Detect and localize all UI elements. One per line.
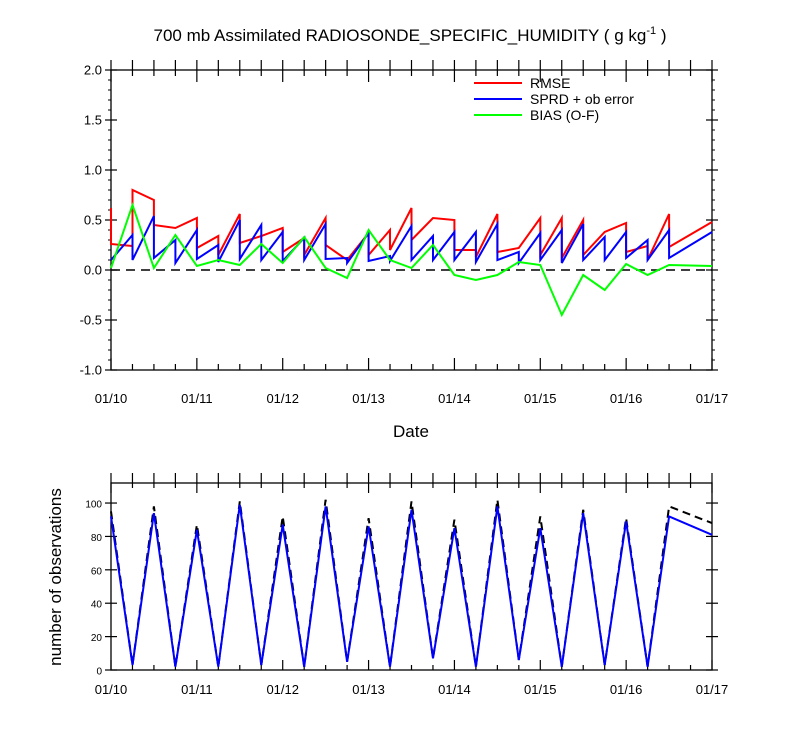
x-tick-label: 01/11 <box>181 682 213 697</box>
x-tick-label: 01/11 <box>181 391 213 406</box>
y-tick-label: 80 <box>91 533 103 544</box>
y-tick-label: 60 <box>91 566 103 577</box>
y-tick-label: 0.0 <box>84 263 102 278</box>
x-tick-label: 01/14 <box>438 682 471 697</box>
x-tick-label: 01/15 <box>524 682 557 697</box>
x-tick-label: 01/10 <box>95 682 128 697</box>
x-tick-label: 01/17 <box>696 682 729 697</box>
legend-label-sprd: SPRD + ob error <box>530 91 634 107</box>
top-chart: 01/10 01/11 01/12 01/13 01/14 01/15 01/16 01/17… <box>80 60 729 406</box>
x-tick-label: 01/13 <box>352 391 385 406</box>
x-tick-label: 01/12 <box>266 682 299 697</box>
legend-label-bias: BIAS (O-F) <box>530 107 599 123</box>
series-line-sprd-ob-error <box>110 215 713 267</box>
y-tick-label: -0.5 <box>80 313 102 328</box>
chart-title: 700 mb Assimilated RADIOSONDE_SPECIFIC_H… <box>154 25 667 45</box>
legend-label-rmse: RMSE <box>530 75 570 91</box>
x-tick-label: 01/17 <box>696 391 729 406</box>
y-tick-label: 0.5 <box>84 213 102 228</box>
series-line-possible-observations <box>110 499 713 667</box>
x-tick-label: 01/12 <box>266 391 299 406</box>
y-tick-label: -1.0 <box>80 363 102 378</box>
x-axis-label: Date <box>393 422 429 441</box>
legend: RMSE SPRD + ob error BIAS (O-F) <box>474 75 634 123</box>
y-tick-label: 0 <box>96 667 102 678</box>
series-line-used-observations <box>110 504 713 667</box>
y-tick-label: 1.5 <box>84 113 102 128</box>
y-tick-label: 2.0 <box>84 63 102 78</box>
y-tick-label: 20 <box>91 633 103 644</box>
y-tick-label: 1.0 <box>84 163 102 178</box>
y-tick-label: 40 <box>91 600 103 611</box>
y-axis-label: number of observations <box>46 488 65 666</box>
x-tick-label: 01/16 <box>610 682 643 697</box>
x-tick-label: 01/15 <box>524 391 557 406</box>
y-tick-label: 100 <box>85 500 102 511</box>
x-tick-label: 01/16 <box>610 391 643 406</box>
x-tick-label: 01/10 <box>95 391 128 406</box>
x-tick-label: 01/14 <box>438 391 471 406</box>
series-line-bias-o-f <box>110 201 713 318</box>
x-tick-label: 01/13 <box>352 682 385 697</box>
bottom-chart: 01/10 01/11 01/12 01/13 01/14 01/15 01/16 01/17… <box>85 473 728 697</box>
